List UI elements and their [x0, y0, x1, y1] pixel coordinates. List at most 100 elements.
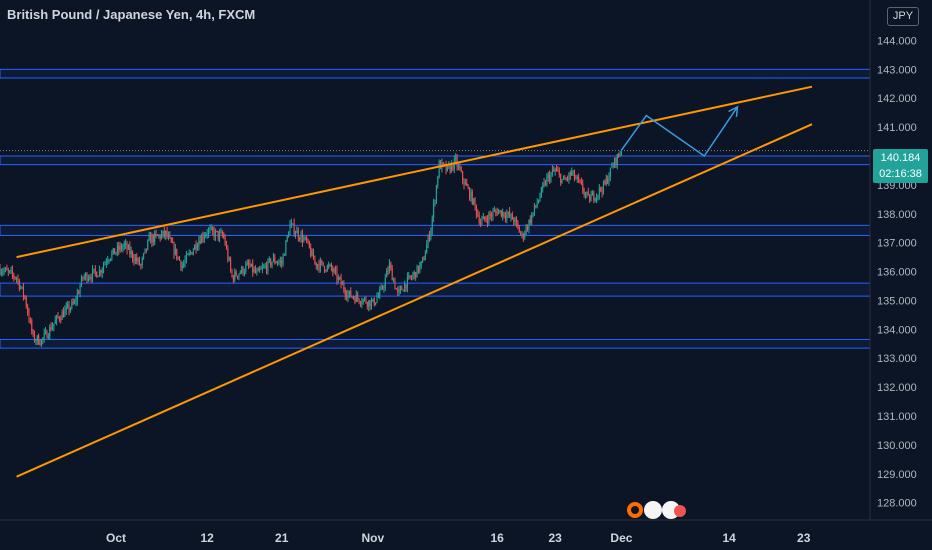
- zone-band: [0, 282, 871, 297]
- candle-body: [427, 235, 429, 245]
- candle-body: [598, 187, 600, 195]
- candle-body: [10, 270, 12, 272]
- candle-body: [546, 176, 548, 185]
- price-tick-label: 143.000: [877, 64, 917, 76]
- candle-body: [224, 236, 226, 245]
- candle-body: [558, 171, 560, 175]
- time-tick-label: 14: [722, 531, 736, 545]
- projection-path: [620, 106, 739, 158]
- candle-body: [24, 295, 26, 298]
- candle-body: [312, 251, 314, 260]
- candle-body: [438, 161, 440, 178]
- candle-body: [422, 259, 424, 262]
- wedge-trendlines: [16, 85, 813, 478]
- candle-body: [28, 312, 30, 321]
- candle-body: [227, 248, 229, 260]
- candle-body: [249, 264, 251, 267]
- candle-body: [399, 287, 401, 290]
- candle-body: [138, 258, 140, 265]
- candle-body: [150, 235, 152, 244]
- candle-body: [348, 290, 350, 295]
- candle-body: [333, 269, 335, 272]
- candle-body: [580, 181, 582, 184]
- candle-body: [366, 302, 368, 307]
- candle-body: [286, 236, 288, 241]
- candle-body: [561, 179, 563, 184]
- candle-body: [183, 263, 185, 267]
- candle-body: [369, 300, 371, 307]
- candle-body: [437, 177, 439, 186]
- candle-body: [9, 270, 11, 272]
- candle-body: [14, 277, 16, 279]
- candle-body: [404, 284, 406, 292]
- candle-body: [208, 229, 210, 234]
- candle-body: [344, 290, 346, 296]
- candle-body: [74, 301, 76, 304]
- candle-body: [127, 245, 129, 250]
- candle-body: [274, 257, 276, 263]
- candle-body: [49, 326, 51, 337]
- candle-body: [156, 234, 158, 236]
- candle-body: [259, 268, 261, 270]
- candle-body: [109, 258, 111, 260]
- candle-body: [620, 151, 622, 155]
- candle-body: [513, 219, 515, 223]
- candle-body: [612, 166, 614, 168]
- candle-body: [223, 235, 225, 237]
- candle-body: [556, 169, 558, 171]
- candle-body: [504, 216, 506, 219]
- candle-body: [509, 212, 511, 217]
- candle-body: [199, 240, 201, 244]
- candle-body: [460, 169, 462, 172]
- candle-body: [125, 243, 127, 245]
- candle-body: [340, 277, 342, 285]
- candle-body: [585, 193, 587, 195]
- candle-body: [415, 272, 417, 278]
- candle-body: [506, 214, 508, 219]
- candle-body: [243, 271, 245, 274]
- candle-body: [578, 177, 580, 181]
- candle-body: [198, 240, 200, 247]
- trendline: [16, 85, 813, 259]
- candle-body: [406, 276, 408, 289]
- candle-body: [431, 217, 433, 231]
- currency-badge[interactable]: JPY: [887, 7, 919, 26]
- candle-body: [96, 271, 98, 278]
- candle-body: [20, 287, 22, 289]
- candle-body: [477, 214, 479, 216]
- price-tick-label: 134.000: [877, 324, 917, 336]
- candle-body: [481, 219, 483, 224]
- candle-body: [498, 211, 500, 215]
- candle-body: [322, 261, 324, 267]
- candle-body: [76, 293, 78, 301]
- candle-body: [464, 182, 466, 185]
- candle-body: [155, 233, 157, 235]
- candle-body: [159, 235, 161, 239]
- candle-body: [108, 259, 110, 261]
- candle-body: [326, 265, 328, 271]
- candle-body: [359, 302, 361, 304]
- candle-body: [275, 262, 277, 264]
- candle-body: [428, 235, 430, 239]
- candle-body: [116, 246, 118, 253]
- candle-body: [536, 203, 538, 207]
- candle-body: [325, 270, 327, 272]
- candle-body: [401, 287, 403, 291]
- candle-body: [43, 333, 45, 339]
- candles: [0, 149, 622, 348]
- candle-body: [86, 273, 88, 281]
- candle-body: [235, 271, 237, 276]
- candle-body: [511, 214, 513, 220]
- candle-body: [87, 278, 89, 281]
- candle-body: [328, 265, 330, 267]
- chart-title: British Pound / Japanese Yen, 4h, FXCM: [7, 7, 256, 22]
- price-tick-label: 144.000: [877, 35, 917, 47]
- candle-body: [390, 263, 392, 268]
- candle-body: [118, 246, 120, 251]
- candle-body: [448, 165, 450, 167]
- candle-body: [7, 270, 9, 272]
- candle-body: [97, 275, 99, 278]
- candle-body: [510, 214, 512, 217]
- candle-body: [397, 289, 399, 292]
